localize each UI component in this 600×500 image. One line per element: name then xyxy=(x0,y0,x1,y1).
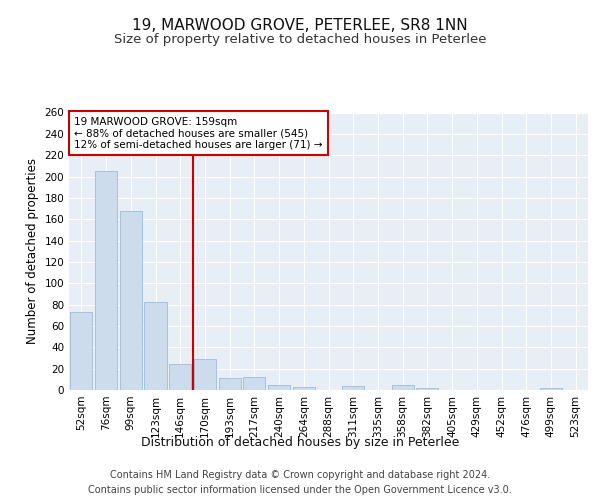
Bar xyxy=(169,364,191,390)
Bar xyxy=(392,384,414,390)
Bar xyxy=(540,388,562,390)
Bar xyxy=(119,210,142,390)
Text: Distribution of detached houses by size in Peterlee: Distribution of detached houses by size … xyxy=(141,436,459,449)
Bar xyxy=(268,384,290,390)
Bar xyxy=(218,378,241,390)
Y-axis label: Number of detached properties: Number of detached properties xyxy=(26,158,39,344)
Bar xyxy=(95,171,117,390)
Text: 19 MARWOOD GROVE: 159sqm
← 88% of detached houses are smaller (545)
12% of semi-: 19 MARWOOD GROVE: 159sqm ← 88% of detach… xyxy=(74,116,323,150)
Bar xyxy=(145,302,167,390)
Bar xyxy=(293,387,315,390)
Bar xyxy=(194,359,216,390)
Text: Contains HM Land Registry data © Crown copyright and database right 2024.
Contai: Contains HM Land Registry data © Crown c… xyxy=(88,470,512,495)
Text: 19, MARWOOD GROVE, PETERLEE, SR8 1NN: 19, MARWOOD GROVE, PETERLEE, SR8 1NN xyxy=(132,18,468,32)
Bar xyxy=(416,388,439,390)
Bar xyxy=(70,312,92,390)
Bar xyxy=(342,386,364,390)
Bar xyxy=(243,377,265,390)
Text: Size of property relative to detached houses in Peterlee: Size of property relative to detached ho… xyxy=(114,32,486,46)
